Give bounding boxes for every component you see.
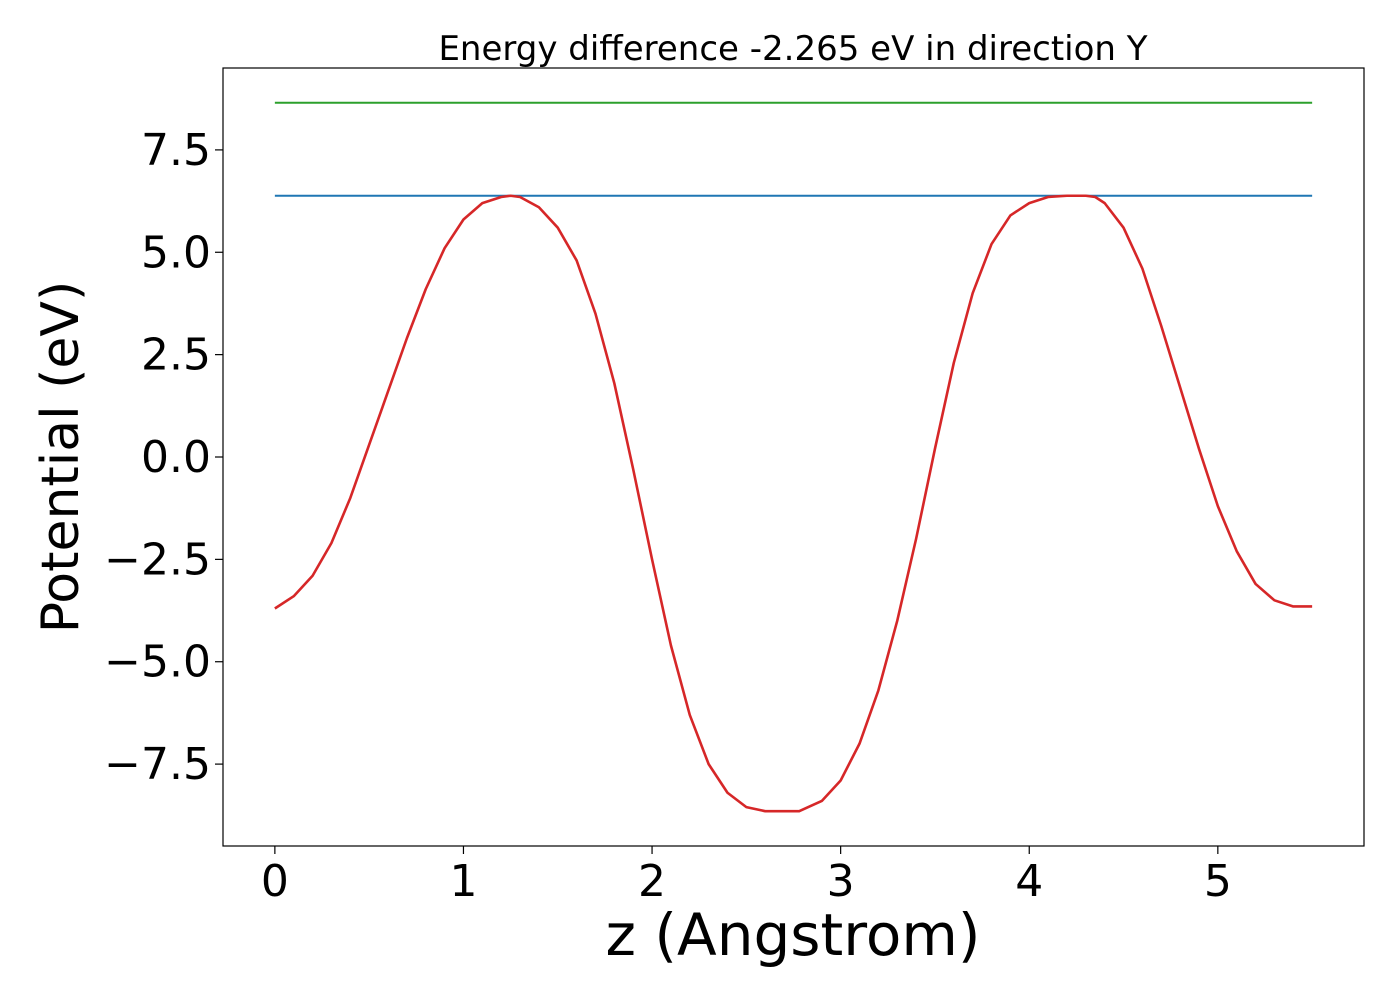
x-tick-label: 4 (1015, 856, 1043, 907)
x-tick-label: 0 (261, 856, 289, 907)
y-tick-label: 2.5 (141, 330, 211, 381)
y-tick-label: 7.5 (141, 125, 211, 176)
y-tick-label: −7.5 (104, 739, 211, 790)
chart-title: Energy difference -2.265 eV in direction… (438, 29, 1147, 69)
x-tick-label: 2 (638, 856, 666, 907)
plot-frame (222, 67, 1365, 847)
y-tick-label: 0.0 (141, 432, 211, 483)
y-axis-label: Potential (eV) (31, 281, 91, 633)
x-tick-label: 3 (827, 856, 855, 907)
x-tick-label: 1 (449, 856, 477, 907)
x-tick-label: 5 (1204, 856, 1232, 907)
ticks-layer: 0 1 2 3 4 5 −7.5 −5.0 −2.5 0.0 2.5 5.0 7.5 (104, 125, 1232, 907)
x-axis-label: z (Angstrom) (606, 901, 981, 969)
series-layer (274, 101, 1313, 813)
y-tick-label: −2.5 (104, 534, 211, 585)
y-tick-label: 5.0 (141, 227, 211, 278)
series-line-0 (274, 194, 1313, 813)
y-tick-label: −5.0 (104, 637, 211, 688)
